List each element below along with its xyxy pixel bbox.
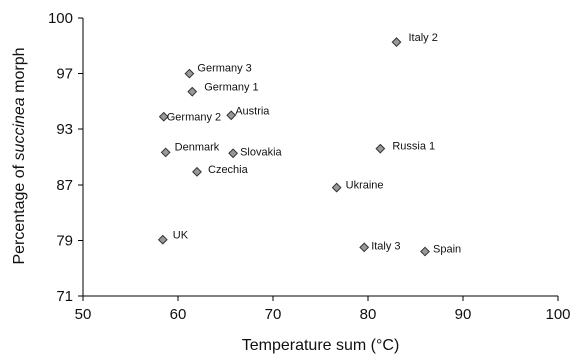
y-tick-label: 71 xyxy=(56,288,73,305)
data-point xyxy=(375,143,386,154)
data-point xyxy=(391,37,402,48)
point-label: Ukraine xyxy=(346,180,384,192)
ticks: 50 60 70 80 90 100 71 79 87 93 97 100 xyxy=(48,10,571,323)
x-tick-label: 50 xyxy=(75,306,92,323)
x-tick-label: 80 xyxy=(360,306,377,323)
data-point xyxy=(331,182,342,193)
data-point xyxy=(228,148,239,159)
point-label: Austria xyxy=(235,105,270,117)
point-label: Germany 1 xyxy=(204,82,258,94)
data-point xyxy=(187,86,198,97)
data-point xyxy=(226,110,237,121)
y-tick-label: 100 xyxy=(48,10,73,27)
data-point xyxy=(192,166,202,177)
data-point xyxy=(157,234,168,245)
point-label: Germany 2 xyxy=(167,112,221,124)
data-point xyxy=(160,147,171,158)
y-tick-label: 79 xyxy=(56,232,73,249)
y-tick-label: 97 xyxy=(56,66,73,83)
axes xyxy=(82,18,558,297)
data-point xyxy=(158,111,169,122)
x-tick-label: 100 xyxy=(545,306,570,323)
x-axis-title: Temperature sum (°C) xyxy=(242,337,400,354)
y-axis-title-part-3: morph xyxy=(11,47,28,97)
point-label: Slovakia xyxy=(240,146,282,158)
point-label: UK xyxy=(173,230,189,242)
point-label: Czechia xyxy=(208,164,249,176)
data-points xyxy=(157,37,430,257)
point-label: Italy 3 xyxy=(371,240,400,252)
y-tick-label: 93 xyxy=(56,121,73,138)
point-label: Spain xyxy=(433,244,461,256)
x-tick-label: 60 xyxy=(170,306,187,323)
y-tick-label: 87 xyxy=(56,177,73,194)
data-point xyxy=(184,68,195,79)
data-point xyxy=(420,246,430,257)
point-label: Russia 1 xyxy=(392,141,435,153)
point-label: Italy 2 xyxy=(409,32,438,44)
x-tick-label: 70 xyxy=(265,306,282,323)
y-axis-title: Percentage of succinea morph xyxy=(11,47,28,264)
y-axis-title-part-2: succinea xyxy=(11,97,28,160)
x-tick-label: 90 xyxy=(455,306,472,323)
data-point xyxy=(359,242,370,253)
point-label: Germany 3 xyxy=(197,63,251,75)
y-axis-title-part-1: Percentage of xyxy=(11,160,28,264)
point-labels: Italy 2 Germany 3 Germany 1 Germany 2 Austri… xyxy=(167,32,461,255)
point-label: Denmark xyxy=(175,141,220,153)
